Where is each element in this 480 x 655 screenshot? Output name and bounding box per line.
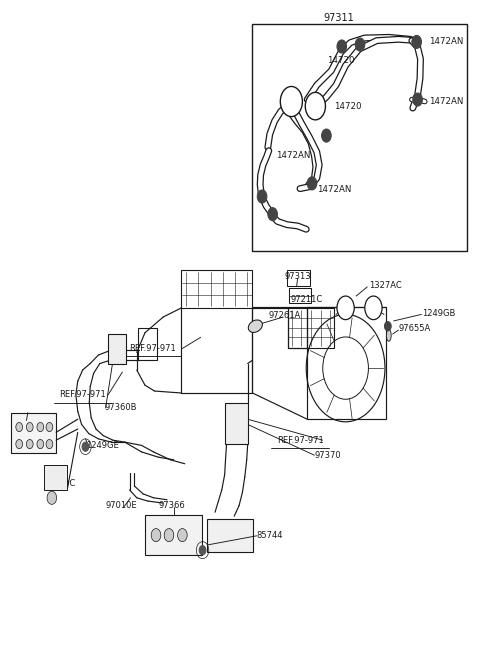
Circle shape <box>412 35 421 48</box>
Circle shape <box>82 442 89 451</box>
Circle shape <box>151 529 161 542</box>
Text: 97010E: 97010E <box>105 501 137 510</box>
Circle shape <box>413 93 422 106</box>
Circle shape <box>46 440 53 449</box>
Text: REF.97-971: REF.97-971 <box>129 344 176 353</box>
Text: 97020C: 97020C <box>43 479 75 488</box>
Circle shape <box>384 322 391 331</box>
Text: 97360B: 97360B <box>105 403 137 412</box>
Circle shape <box>47 491 57 504</box>
Circle shape <box>178 529 187 542</box>
Bar <box>287 270 310 286</box>
Bar <box>44 465 67 490</box>
Text: 14720: 14720 <box>334 102 361 111</box>
Text: 97366: 97366 <box>158 501 185 510</box>
Circle shape <box>365 296 382 320</box>
Bar <box>11 413 56 453</box>
Bar <box>181 270 252 308</box>
Circle shape <box>337 40 347 53</box>
Bar <box>307 307 386 419</box>
Bar <box>108 334 126 364</box>
Circle shape <box>322 129 331 142</box>
Circle shape <box>164 529 174 542</box>
Circle shape <box>16 440 23 449</box>
Bar <box>225 403 248 444</box>
Bar <box>252 24 467 251</box>
Circle shape <box>26 422 33 432</box>
Text: REF.97-971: REF.97-971 <box>276 436 324 445</box>
Text: 97370: 97370 <box>314 451 341 460</box>
Circle shape <box>16 422 23 432</box>
Text: 1472AN: 1472AN <box>429 37 463 46</box>
Circle shape <box>199 546 206 555</box>
Text: 1472AN: 1472AN <box>276 151 311 160</box>
Circle shape <box>306 314 385 422</box>
Circle shape <box>307 177 317 190</box>
Circle shape <box>305 92 325 120</box>
Circle shape <box>337 296 354 320</box>
Text: 1472AN: 1472AN <box>317 185 351 195</box>
Text: 97211C: 97211C <box>290 295 323 305</box>
Circle shape <box>46 422 53 432</box>
Bar <box>138 328 157 360</box>
Circle shape <box>257 190 267 203</box>
Text: B: B <box>371 303 376 312</box>
Text: 97261A: 97261A <box>268 311 300 320</box>
Circle shape <box>37 440 44 449</box>
Text: A: A <box>342 303 349 312</box>
Text: 14720: 14720 <box>327 56 355 65</box>
Text: 1249GE: 1249GE <box>86 441 119 450</box>
Text: B: B <box>312 102 319 111</box>
Text: 1472AN: 1472AN <box>429 97 463 106</box>
Text: A: A <box>288 97 295 106</box>
Text: 85744: 85744 <box>257 531 283 540</box>
Bar <box>288 308 334 348</box>
Circle shape <box>355 38 365 51</box>
Text: REF.97-971: REF.97-971 <box>59 390 106 400</box>
Circle shape <box>268 208 277 221</box>
Text: 97313: 97313 <box>284 272 311 281</box>
Circle shape <box>280 86 302 117</box>
Text: 97655A: 97655A <box>398 324 431 333</box>
Circle shape <box>323 337 369 400</box>
Bar <box>145 515 202 555</box>
Ellipse shape <box>248 320 263 333</box>
Circle shape <box>37 422 44 432</box>
Text: 97365D: 97365D <box>20 415 53 424</box>
Bar <box>289 288 311 303</box>
Ellipse shape <box>386 329 391 341</box>
Text: 97311: 97311 <box>323 12 354 23</box>
Text: 1249GB: 1249GB <box>422 309 456 318</box>
Circle shape <box>26 440 33 449</box>
Text: 1327AC: 1327AC <box>369 281 401 290</box>
Bar <box>207 519 253 552</box>
